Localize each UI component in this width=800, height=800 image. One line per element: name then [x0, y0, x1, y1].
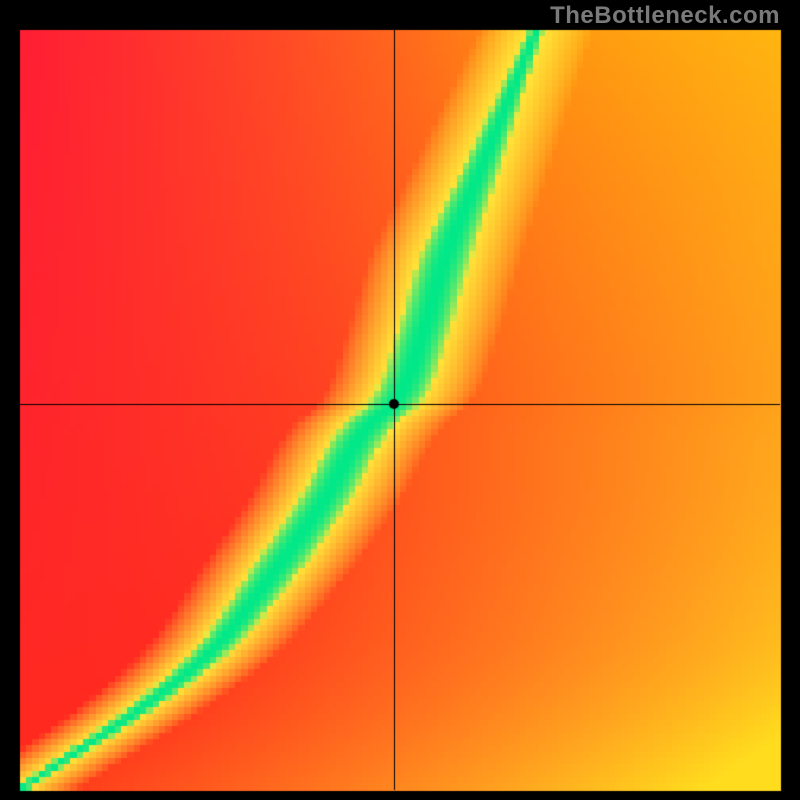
watermark-label: TheBottleneck.com — [550, 2, 780, 30]
chart-container: TheBottleneck.com — [0, 0, 800, 800]
bottleneck-heatmap — [0, 0, 800, 800]
